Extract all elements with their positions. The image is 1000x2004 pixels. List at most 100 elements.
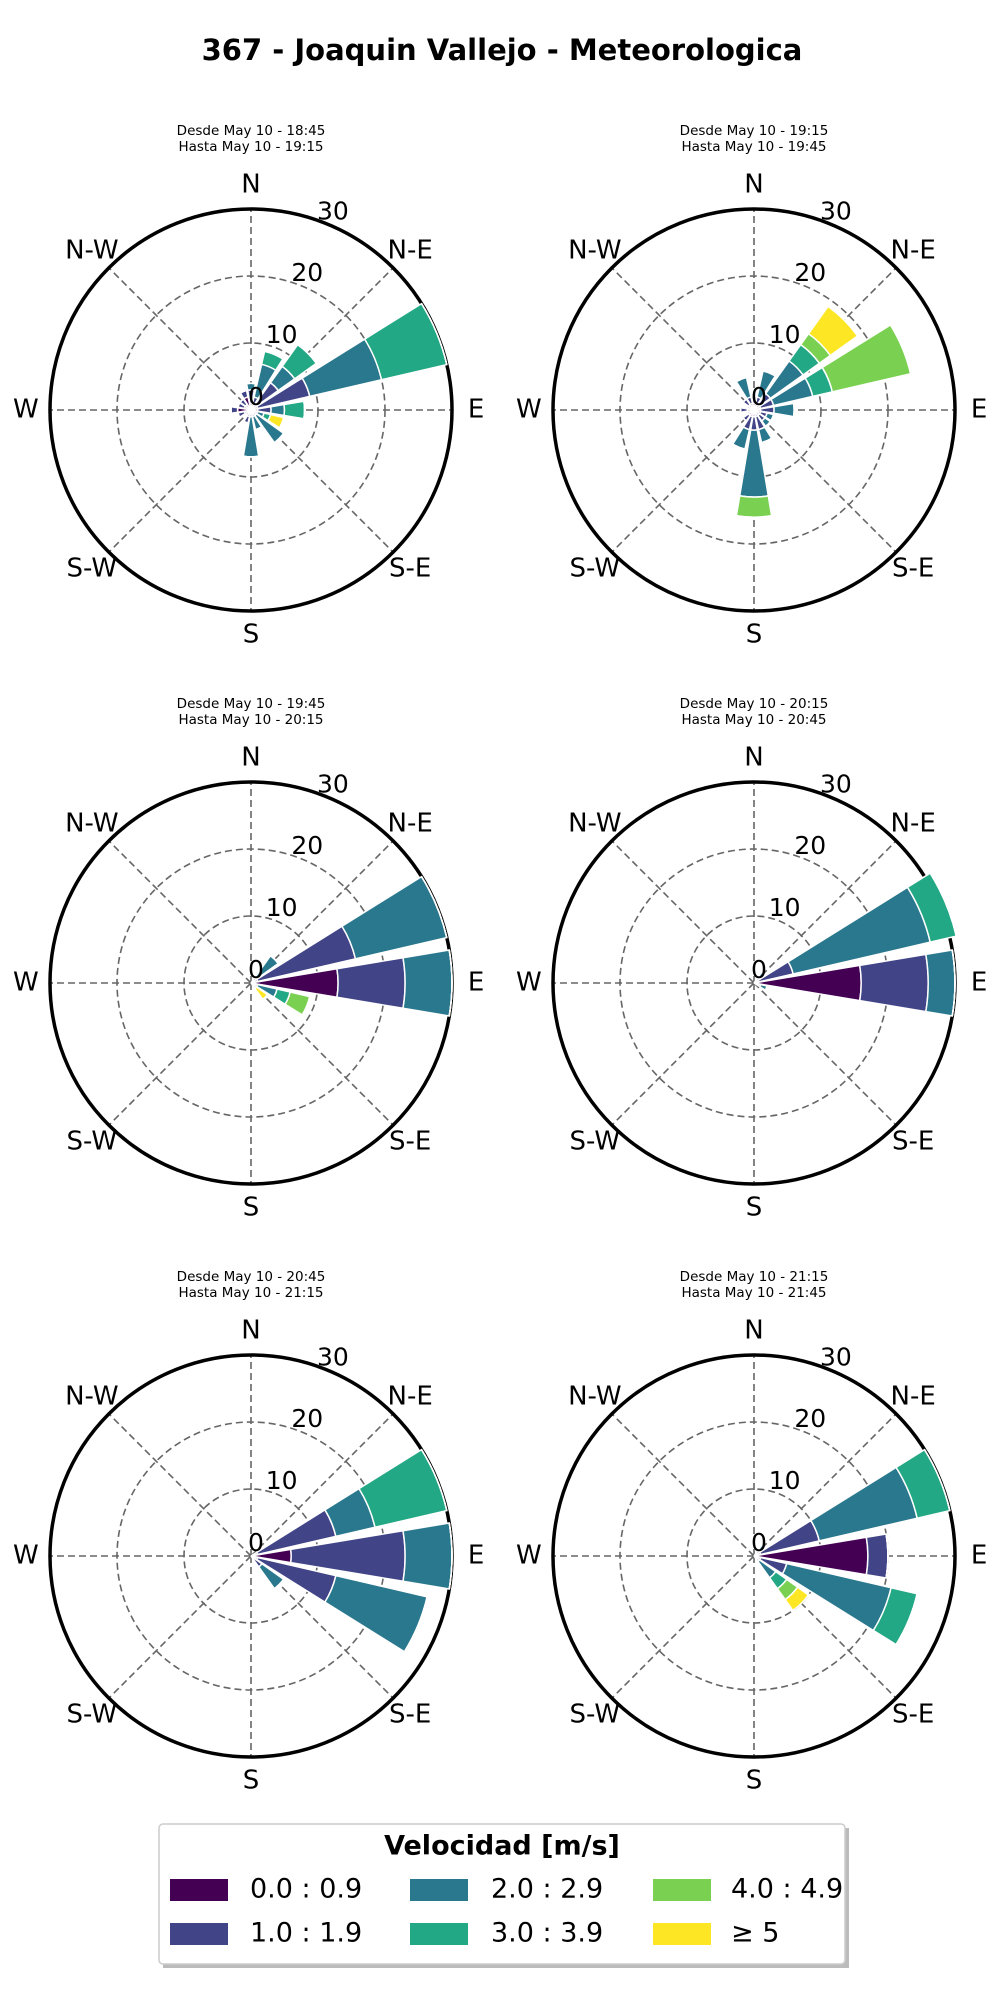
subtitle: Desde May 10 - 19:45 [177,696,326,712]
bar-segment [271,404,285,415]
direction-label: N-E [388,235,433,265]
legend-swatch [410,1923,468,1945]
bar-segment [231,407,238,414]
bar-segment [866,1534,888,1578]
direction-label: N-E [388,1381,433,1411]
direction-label: E [468,395,484,425]
spoke [612,983,754,1125]
direction-label: E [468,968,484,998]
direction-label: S [243,1766,260,1796]
legend-label: 1.0 : 1.9 [250,1918,362,1949]
direction-label: E [971,395,987,425]
subtitle: Desde May 10 - 19:15 [680,123,829,139]
radial-tick-label: 10 [266,320,298,349]
spoke [109,841,251,983]
legend-title: Velocidad [m/s] [384,1831,620,1862]
subtitle: Hasta May 10 - 20:15 [178,712,323,728]
radial-tick-label: 30 [317,769,349,798]
legend-swatch [410,1879,468,1901]
direction-label: N-E [891,235,936,265]
radial-tick-label: 0 [751,382,767,411]
subtitle: Desde May 10 - 20:15 [680,696,829,712]
subtitle: Hasta May 10 - 19:45 [681,139,826,155]
radial-tick-label: 0 [248,1528,264,1557]
direction-label: N-E [891,808,936,838]
direction-label: N [744,742,763,772]
subtitle: Desde May 10 - 20:45 [177,1269,326,1285]
bar-segment [342,877,447,959]
spoke [612,1414,754,1556]
bar-segment [403,950,452,1016]
radial-tick-label: 10 [769,893,801,922]
direction-label: N-E [891,1381,936,1411]
direction-label: S-E [892,1700,934,1730]
legend-label: 2.0 : 2.9 [491,1874,603,1905]
radial-tick-label: 20 [291,1404,323,1433]
spoke [251,983,393,1125]
direction-label: S [746,620,763,650]
direction-label: S [243,1193,260,1223]
direction-label: N [241,742,260,772]
legend-label: 0.0 : 0.9 [250,1874,362,1905]
direction-label: S-E [892,1127,934,1157]
direction-label: E [971,968,987,998]
direction-label: S-W [67,1127,118,1157]
spoke [612,1556,754,1698]
legend-swatch [653,1879,711,1901]
direction-label: S-W [67,1700,118,1730]
direction-label: W [516,395,542,425]
direction-label: W [516,1541,542,1571]
direction-label: S-E [389,1127,431,1157]
spoke [612,841,754,983]
bar-segment [736,496,771,517]
direction-label: S [746,1193,763,1223]
bar-segment [860,954,928,1011]
radial-tick-label: 10 [266,1466,298,1495]
radial-tick-label: 20 [794,831,826,860]
bar-segment [284,401,305,419]
radial-tick-label: 30 [820,769,852,798]
bar-segment [794,403,795,416]
subtitle: Hasta May 10 - 21:45 [681,1285,826,1301]
spoke [109,1414,251,1556]
direction-label: E [468,1541,484,1571]
spoke [109,1556,251,1698]
legend-swatch [170,1923,228,1945]
radial-tick-label: 30 [317,196,349,225]
legend-swatch [170,1879,228,1901]
direction-label: N [744,1315,763,1345]
direction-label: N-E [388,808,433,838]
radial-tick-label: 0 [751,955,767,984]
radial-tick-label: 20 [794,258,826,287]
spoke [612,410,754,552]
radial-tick-label: 20 [291,258,323,287]
radial-tick-label: 10 [769,320,801,349]
legend-label: 4.0 : 4.9 [731,1874,843,1905]
direction-label: N-W [65,808,119,838]
direction-label: N-W [568,1381,622,1411]
radial-tick-label: 10 [266,893,298,922]
bar-segment [337,958,405,1009]
radial-tick-label: 0 [248,382,264,411]
direction-label: S-W [570,1700,621,1730]
bar-segment [304,401,305,419]
direction-label: S-W [67,554,118,584]
direction-label: N [744,169,763,199]
legend-label: 3.0 : 3.9 [491,1918,603,1949]
bar-segment [359,1450,447,1528]
direction-label: N [241,1315,260,1345]
direction-label: W [516,968,542,998]
direction-label: N-W [568,235,622,265]
radial-tick-label: 10 [769,1466,801,1495]
direction-label: N-W [568,808,622,838]
spoke [109,410,251,552]
direction-label: W [13,968,39,998]
legend-swatch [653,1923,711,1945]
radial-tick-label: 0 [248,955,264,984]
direction-label: S-E [892,554,934,584]
